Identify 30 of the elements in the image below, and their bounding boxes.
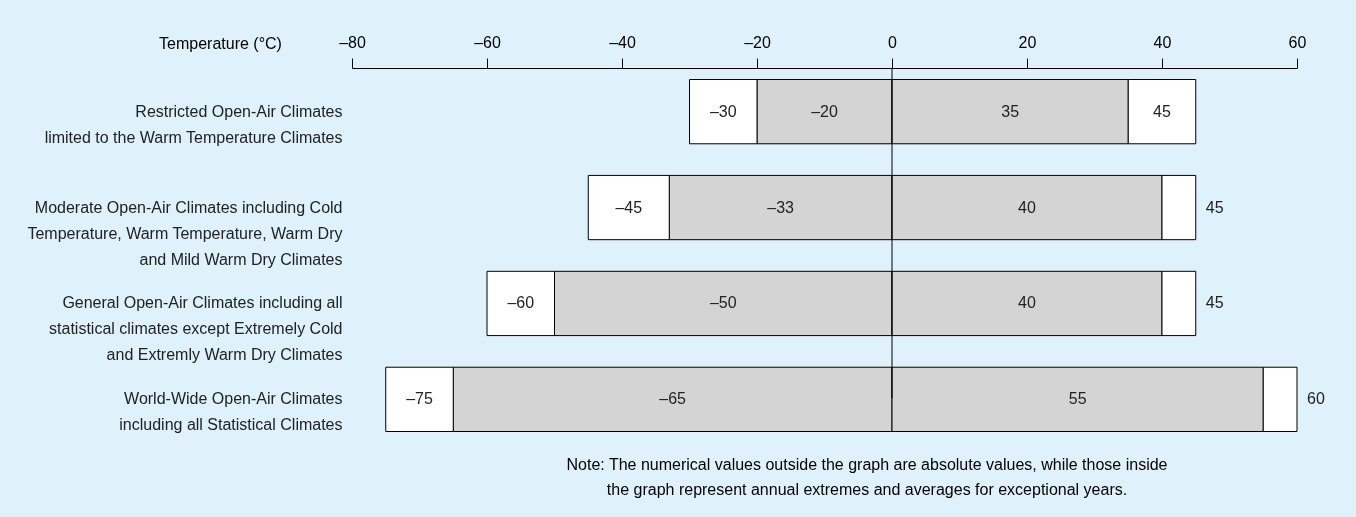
y-tick-label: General Open-Air Climates including all statistical climates except Extremely Cold and Extremly Warm Dry Climates xyxy=(49,294,343,364)
annotation: 45 xyxy=(1205,198,1224,216)
x-tick-label: 40 xyxy=(1153,33,1172,51)
annotation: –45 xyxy=(615,198,643,216)
y-tick-label: Restricted Open-Air Climates limited to the Warm Temperature Climates xyxy=(44,102,343,146)
annotation: 60 xyxy=(1307,390,1325,408)
annotation: –75 xyxy=(406,390,433,408)
x-tick-label: 0 xyxy=(888,33,898,51)
data-label: 55 xyxy=(1068,390,1087,408)
data-label: 35 xyxy=(1001,102,1020,120)
x-tick-label: –40 xyxy=(609,33,636,51)
data-label: –65 xyxy=(659,390,687,408)
x-tick-label: 60 xyxy=(1288,33,1307,51)
y-tick-label: World-Wide Open-Air Climates including all Statistical Climates xyxy=(119,390,343,434)
x-tick-label: 20 xyxy=(1018,33,1037,51)
x-axis-title: Temperature (°C) xyxy=(159,34,282,52)
data-label: –33 xyxy=(767,198,795,216)
annotation: 45 xyxy=(1205,294,1224,312)
text: Note: The numerical values outside the graph are absolute values, while those inside the graph represent annual extremes and averages for exceptional years. xyxy=(566,456,1168,498)
y-tick-label: Moderate Open-Air Climates including Cold Temperature, Warm Temperature, Warm Dry and Mild Warm Dry Climates xyxy=(27,198,343,268)
x-tick-label: –60 xyxy=(474,33,501,51)
annotation: –30 xyxy=(709,102,737,120)
data-label: 40 xyxy=(1018,198,1036,216)
x-tick-label: –80 xyxy=(339,33,366,51)
x-tick-label: –20 xyxy=(744,33,771,51)
annotation: 45 xyxy=(1153,102,1171,120)
data-label: –50 xyxy=(709,294,737,312)
data-label: –20 xyxy=(811,102,838,120)
annotation: –60 xyxy=(507,294,535,312)
data-label: 40 xyxy=(1018,294,1036,312)
